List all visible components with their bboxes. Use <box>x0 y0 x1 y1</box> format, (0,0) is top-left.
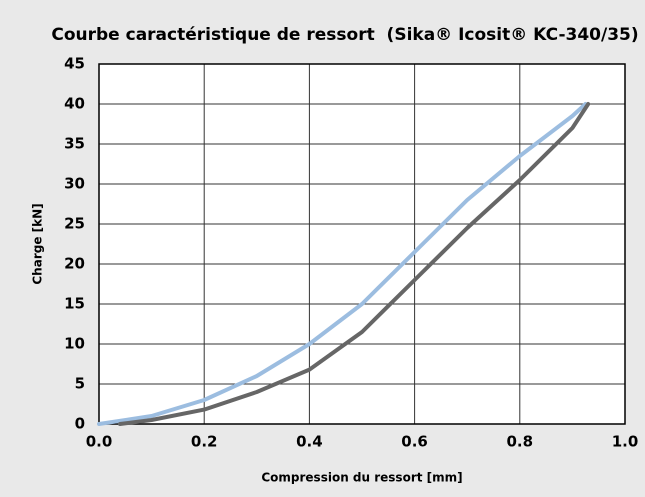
series-line <box>97 102 588 426</box>
x-tick-label: 0.4 <box>296 433 323 451</box>
y-tick-label: 30 <box>64 175 85 193</box>
y-tick-label: 35 <box>64 135 85 153</box>
x-tick-label: 0.8 <box>507 433 534 451</box>
y-tick-label: 5 <box>75 375 85 393</box>
chart-title: Courbe caractéristique de ressort (Sika®… <box>51 25 638 45</box>
series-line <box>118 102 591 426</box>
y-tick-label: 40 <box>64 95 85 113</box>
x-tick-label: 0.2 <box>191 433 218 451</box>
y-tick-label: 15 <box>64 295 85 313</box>
plot-border <box>98 63 626 425</box>
y-tick-label: 25 <box>64 215 85 233</box>
y-tick-label: 0 <box>75 415 85 433</box>
y-tick-label: 10 <box>64 335 85 353</box>
x-tick-label: 0.6 <box>401 433 428 451</box>
plot-area <box>99 64 625 424</box>
x-tick-label: 1.0 <box>612 433 639 451</box>
y-tick-label: 45 <box>64 55 85 73</box>
x-axis-label: Compression du ressort [mm] <box>261 471 462 485</box>
x-tick-label: 0.0 <box>86 433 113 451</box>
y-tick-label: 20 <box>64 255 85 273</box>
y-axis-label: Charge [kN] <box>31 203 45 284</box>
